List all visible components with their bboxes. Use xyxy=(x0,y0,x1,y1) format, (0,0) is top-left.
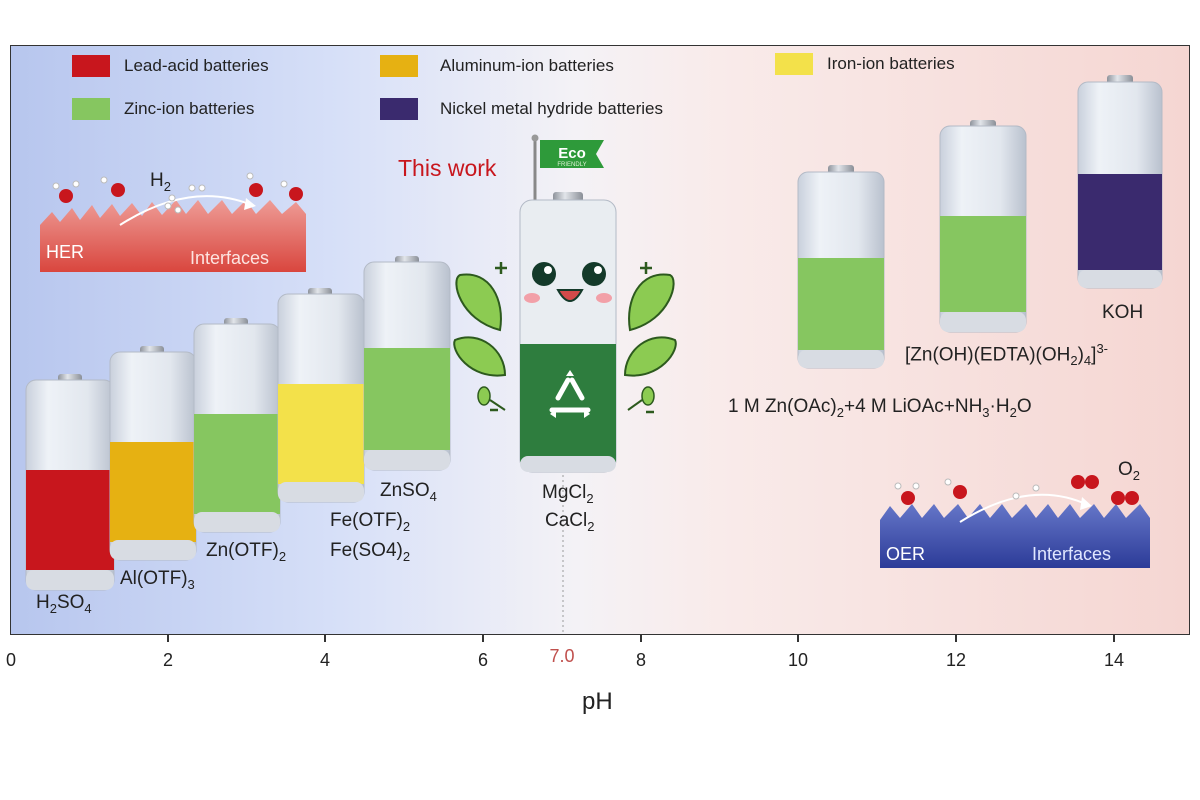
legend-label: Aluminum-ion batteries xyxy=(440,56,614,75)
legend-swatch xyxy=(72,98,110,120)
o2-label: O2 xyxy=(1118,459,1141,483)
neutral-ph-label: 7.0 xyxy=(549,646,575,666)
legend-swatch xyxy=(380,55,418,77)
legend-item-zinc-ion: Zinc-ion batteries xyxy=(72,98,254,120)
x-tick xyxy=(482,634,484,642)
label-znso4: ZnSO4 xyxy=(380,480,437,504)
her-interfaces-label: Interfaces xyxy=(190,248,269,268)
x-tick xyxy=(955,634,957,642)
label-h2so4: H2SO4 xyxy=(36,592,92,616)
legend-label: Zinc-ion batteries xyxy=(124,99,255,118)
battery-zinc-ion-oac xyxy=(797,165,885,369)
x-tick xyxy=(1113,634,1115,642)
x-tick-label: 6 xyxy=(477,650,489,670)
her-interface xyxy=(40,172,306,272)
label-zn-oac: 1 M Zn(OAc)2+4 M LiOAc+NH3·H2O xyxy=(728,396,1032,420)
this-work-label: This work xyxy=(398,155,497,181)
oer-label: OER xyxy=(886,544,925,564)
label-cacl2: CaCl2 xyxy=(545,510,595,534)
x-tick-label: 12 xyxy=(945,650,967,670)
label-zn-edta: [Zn(OH)(EDTA)(OH2)4]3- xyxy=(905,341,1108,369)
eco-flag-subtext: FRIENDLY xyxy=(557,162,586,168)
label-mgcl2: MgCl2 xyxy=(542,482,594,506)
battery-zinc-ion-edta xyxy=(939,120,1027,333)
label-zn-otf: Zn(OTF)2 xyxy=(206,540,287,564)
oer-interfaces-label: Interfaces xyxy=(1032,544,1111,564)
battery-nickel-metal-hydride xyxy=(1077,75,1163,289)
x-tick xyxy=(640,634,642,642)
label-fe-so4: Fe(SO4)2 xyxy=(330,540,411,564)
battery-this-work xyxy=(453,134,677,473)
x-tick-label: 4 xyxy=(319,650,331,670)
battery-zinc-ion-otf xyxy=(193,318,281,533)
battery-iron-ion xyxy=(277,288,365,503)
x-axis-title: pH xyxy=(582,688,613,715)
legend-item-iron-ion: Iron-ion batteries xyxy=(775,53,955,75)
h2-label: H2 xyxy=(150,170,171,194)
legend-label: Lead-acid batteries xyxy=(124,56,269,75)
label-al-otf: Al(OTF)3 xyxy=(120,568,195,592)
legend-item-lead-acid: Lead-acid batteries xyxy=(72,55,269,77)
x-tick-label: 8 xyxy=(635,650,647,670)
legend-label: Iron-ion batteries xyxy=(827,54,955,73)
legend-swatch xyxy=(775,53,813,75)
x-tick-label: 14 xyxy=(1103,650,1125,670)
legend-swatch xyxy=(72,55,110,77)
battery-zinc-ion-so4 xyxy=(363,256,451,471)
x-tick xyxy=(167,634,169,642)
legend-swatch xyxy=(380,98,418,120)
label-fe-otf: Fe(OTF)2 xyxy=(330,510,411,534)
x-tick xyxy=(797,634,799,642)
legend-item-aluminum-ion: Aluminum-ion batteries xyxy=(380,55,614,77)
battery-lead-acid xyxy=(25,374,115,591)
eco-flag-text: Eco xyxy=(558,145,586,162)
legend-label: Nickel metal hydride batteries xyxy=(440,99,663,118)
oer-interface xyxy=(880,475,1150,568)
battery-aluminum-ion xyxy=(109,346,197,561)
x-tick-label: 10 xyxy=(787,650,809,670)
legend-item-nickel-metal-hydride: Nickel metal hydride batteries xyxy=(380,98,663,120)
label-koh: KOH xyxy=(1102,302,1144,323)
x-tick-label: 2 xyxy=(162,650,174,670)
x-tick xyxy=(324,634,326,642)
x-tick-label: 0 xyxy=(5,650,17,670)
her-label: HER xyxy=(46,242,84,262)
